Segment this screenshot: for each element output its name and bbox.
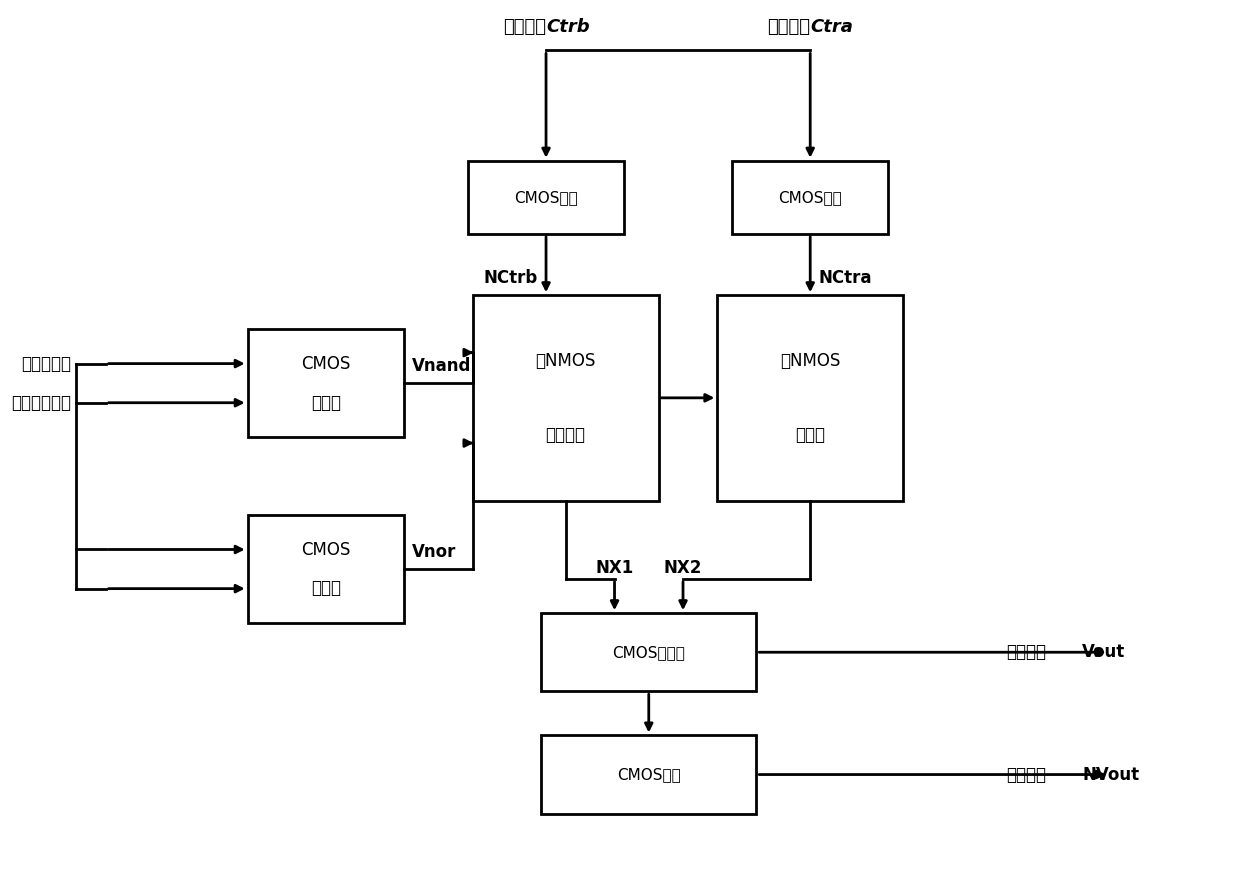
Bar bbox=[248, 330, 404, 437]
Text: Vout: Vout bbox=[1083, 644, 1126, 661]
Text: CMOS非门: CMOS非门 bbox=[515, 190, 578, 205]
Text: CMOS非门: CMOS非门 bbox=[779, 190, 842, 205]
Text: 控制信号: 控制信号 bbox=[768, 17, 810, 36]
Bar bbox=[472, 295, 658, 501]
Text: 控制信号: 控制信号 bbox=[503, 17, 546, 36]
Text: Vnand: Vnand bbox=[412, 358, 471, 375]
Bar bbox=[248, 515, 404, 623]
Text: 与非门: 与非门 bbox=[795, 426, 825, 444]
Text: NCtrb: NCtrb bbox=[484, 269, 538, 287]
Text: NX2: NX2 bbox=[663, 559, 702, 577]
Bar bbox=[732, 160, 889, 234]
Text: 选通后信号: 选通后信号 bbox=[21, 355, 72, 372]
Text: CMOS: CMOS bbox=[301, 541, 351, 559]
Bar bbox=[717, 295, 903, 501]
Bar bbox=[541, 735, 756, 814]
Text: 或非门: 或非门 bbox=[311, 579, 341, 597]
Text: 伪NMOS: 伪NMOS bbox=[536, 352, 595, 370]
Text: 与或非门: 与或非门 bbox=[546, 426, 585, 444]
Text: 与非门: 与非门 bbox=[311, 393, 341, 412]
Text: NVout: NVout bbox=[1083, 766, 1140, 784]
Text: Vnor: Vnor bbox=[412, 543, 456, 562]
Text: 输出信号: 输出信号 bbox=[1006, 766, 1045, 784]
Bar bbox=[541, 613, 756, 691]
Bar bbox=[467, 160, 624, 234]
Text: CMOS: CMOS bbox=[301, 355, 351, 373]
Text: CMOS非门: CMOS非门 bbox=[616, 767, 681, 782]
Text: NCtra: NCtra bbox=[818, 269, 872, 287]
Text: Ctra: Ctra bbox=[810, 17, 853, 36]
Text: CMOS异或门: CMOS异或门 bbox=[613, 644, 686, 660]
Text: 伪NMOS: 伪NMOS bbox=[780, 352, 841, 370]
Text: NX1: NX1 bbox=[595, 559, 634, 577]
Text: 输出信号: 输出信号 bbox=[1006, 644, 1045, 661]
Text: 第二输入信号: 第二输入信号 bbox=[11, 394, 72, 412]
Text: Ctrb: Ctrb bbox=[546, 17, 590, 36]
